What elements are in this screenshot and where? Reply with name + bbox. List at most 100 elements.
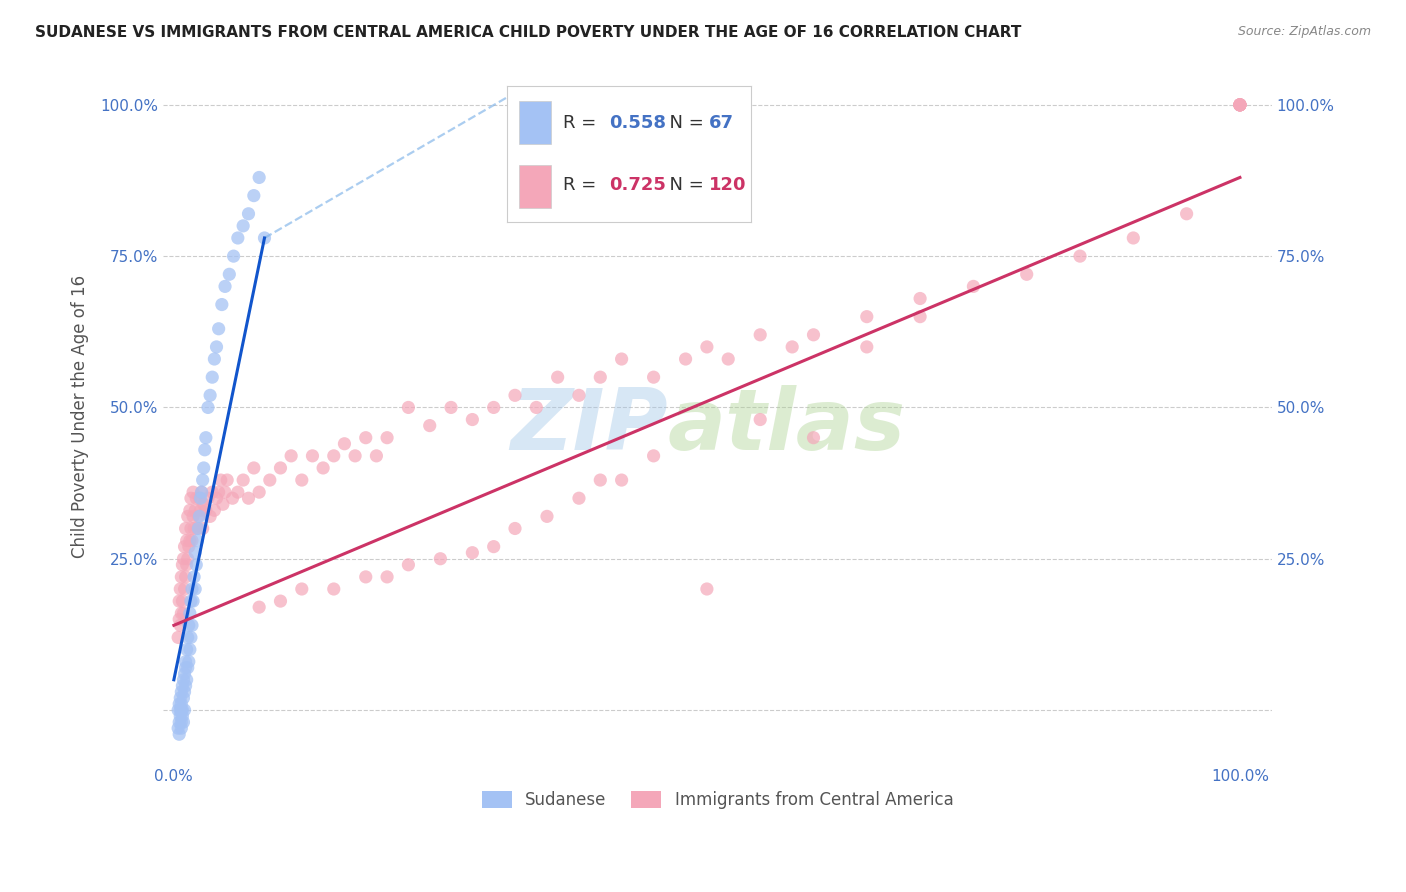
Point [214, 279, 236, 293]
Point [243, 188, 266, 202]
Point [908, 292, 931, 306]
Point [322, 449, 344, 463]
Point [187, 509, 209, 524]
Point [1229, 98, 1251, 112]
Text: Source: ZipAtlas.com: Source: ZipAtlas.com [1237, 25, 1371, 38]
Point [179, 642, 201, 657]
Point [568, 491, 591, 506]
Point [232, 473, 254, 487]
Point [291, 582, 314, 596]
Point [177, 509, 200, 524]
Point [221, 491, 243, 506]
Point [301, 449, 323, 463]
Point [643, 370, 665, 384]
Point [589, 473, 612, 487]
Point [180, 521, 202, 535]
Point [856, 340, 879, 354]
Point [181, 485, 204, 500]
Point [177, 618, 200, 632]
Point [269, 461, 291, 475]
Point [482, 401, 505, 415]
Point [375, 570, 398, 584]
Point [211, 297, 233, 311]
Point [173, 582, 195, 596]
Point [610, 473, 633, 487]
Point [173, 540, 195, 554]
Point [167, 612, 190, 626]
Point [333, 436, 356, 450]
Point [503, 521, 526, 535]
Point [187, 521, 209, 535]
Point [191, 473, 214, 487]
Point [172, 673, 194, 687]
Point [169, 690, 191, 705]
Point [197, 401, 219, 415]
Point [186, 558, 208, 572]
Point [184, 546, 207, 560]
Point [169, 703, 191, 717]
Point [193, 461, 215, 475]
Point [173, 703, 195, 717]
Point [1015, 268, 1038, 282]
Point [174, 661, 197, 675]
Point [176, 673, 198, 687]
Point [172, 551, 194, 566]
Point [218, 268, 240, 282]
Point [167, 727, 190, 741]
Point [190, 491, 212, 506]
Point [173, 685, 195, 699]
Point [181, 533, 204, 548]
Point [180, 594, 202, 608]
Point [190, 485, 212, 500]
Point [247, 600, 270, 615]
Point [202, 503, 225, 517]
Point [186, 491, 208, 506]
Point [167, 721, 190, 735]
Point [170, 606, 193, 620]
Point [803, 327, 825, 342]
Point [429, 551, 451, 566]
Point [181, 582, 204, 596]
Point [482, 540, 505, 554]
Point [696, 340, 718, 354]
Point [194, 442, 217, 457]
Point [198, 509, 221, 524]
Point [643, 449, 665, 463]
Point [167, 715, 190, 730]
Point [354, 431, 377, 445]
Point [198, 388, 221, 402]
Point [176, 533, 198, 548]
Point [461, 546, 484, 560]
Point [170, 570, 193, 584]
Point [1229, 98, 1251, 112]
Point [170, 721, 193, 735]
Point [179, 503, 201, 517]
Point [193, 497, 215, 511]
Point [167, 703, 190, 717]
Point [780, 340, 803, 354]
Point [173, 666, 195, 681]
Point [180, 631, 202, 645]
Y-axis label: Child Poverty Under the Age of 16: Child Poverty Under the Age of 16 [72, 275, 89, 558]
Point [194, 431, 217, 445]
Point [1069, 249, 1091, 263]
Point [170, 715, 193, 730]
Point [1229, 98, 1251, 112]
Point [524, 401, 547, 415]
Point [170, 703, 193, 717]
Point [177, 551, 200, 566]
Point [253, 231, 276, 245]
Point [717, 351, 740, 366]
Point [243, 461, 266, 475]
Text: atlas: atlas [668, 385, 905, 468]
Point [174, 521, 197, 535]
Point [375, 431, 398, 445]
Point [172, 703, 194, 717]
Point [344, 449, 367, 463]
Point [962, 279, 984, 293]
Point [610, 351, 633, 366]
Point [170, 697, 193, 711]
Point [167, 697, 190, 711]
Point [696, 582, 718, 596]
Point [177, 655, 200, 669]
